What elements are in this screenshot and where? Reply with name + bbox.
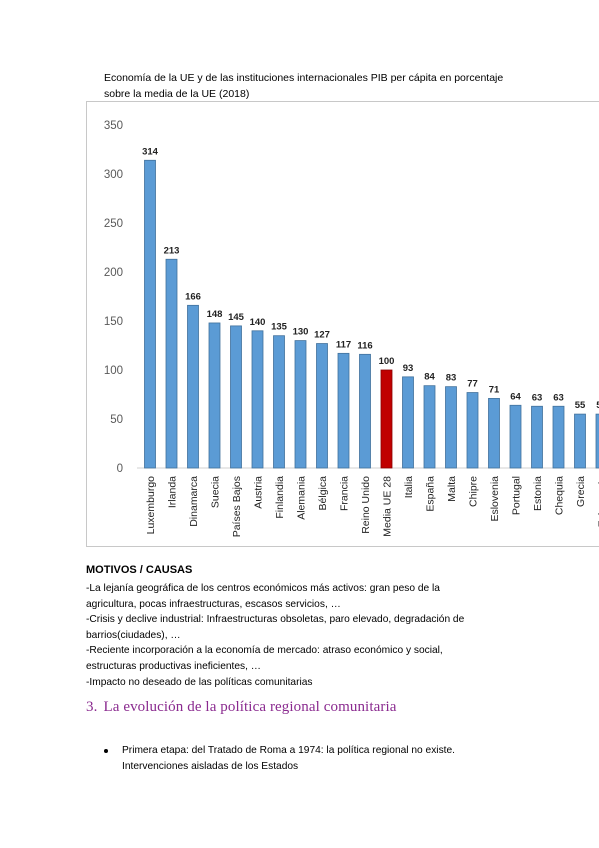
x-tick-label: Francia	[339, 476, 351, 511]
causes-text: -La lejanía geográfica de los centros ec…	[86, 581, 506, 690]
data-label: 63	[553, 392, 564, 403]
data-label: 55	[575, 400, 586, 411]
y-tick-label: 350	[104, 120, 123, 132]
causes-line: -Impacto no deseado de las políticas com…	[86, 676, 313, 688]
causes-line: agricultura, pocas infraestructuras, esc…	[86, 598, 341, 610]
bar-series	[531, 405, 543, 469]
bar-series	[337, 352, 350, 469]
section-title: La evolución de la política regional com…	[103, 699, 397, 715]
data-label: 166	[185, 291, 201, 302]
causes-line: -Crisis y declive industrial: Infraestru…	[86, 614, 465, 626]
data-label: 77	[467, 379, 478, 390]
x-tick-label: Austria	[253, 476, 265, 509]
x-tick-label: Estonia	[532, 476, 544, 511]
data-label: 93	[403, 363, 414, 374]
x-tick-label: Chipre	[468, 476, 480, 507]
bar-series	[445, 386, 457, 469]
x-tick-label: Irlanda	[167, 476, 179, 508]
data-label: 127	[314, 330, 330, 341]
x-tick-label: Media UE 28	[382, 476, 394, 537]
y-tick-label: 150	[104, 316, 123, 328]
x-tick-label: Reino Unido	[360, 476, 372, 534]
bar-series	[466, 392, 479, 469]
bar-series	[359, 353, 371, 469]
y-tick-label: 300	[104, 169, 123, 181]
data-label: 213	[164, 245, 180, 256]
x-tick-label: Suecia	[210, 476, 222, 508]
x-tick-label: Luxemburgo	[145, 476, 157, 535]
causes-heading: MOTIVOS / CAUSAS	[86, 564, 193, 576]
x-tick-label: Dinamarca	[188, 476, 200, 527]
bullet-list: Primera etapa: del Tratado de Roma a 197…	[104, 743, 504, 775]
bar-series	[230, 325, 242, 469]
list-item: Primera etapa: del Tratado de Roma a 197…	[104, 743, 504, 775]
y-tick-label: 100	[104, 365, 123, 377]
data-label: 64	[510, 391, 521, 402]
data-label: 100	[379, 356, 395, 367]
x-tick-label: Grecia	[575, 476, 587, 507]
data-label: 83	[446, 373, 457, 384]
data-label: 116	[357, 340, 372, 351]
data-label: 135	[271, 322, 288, 333]
section-number: 3.	[86, 699, 98, 715]
chart-title: Economía de la UE y de las instituciones…	[104, 72, 504, 100]
data-label: 84	[424, 372, 435, 383]
bar-series	[552, 405, 565, 469]
data-label: 117	[336, 339, 351, 350]
bar-series	[208, 322, 221, 469]
causes-line: estructuras productivas ineficientes, …	[86, 660, 261, 672]
data-label: 130	[293, 327, 309, 338]
x-tick-label: Países Bajos	[231, 476, 243, 537]
causes-line: -La lejanía geográfica de los centros ec…	[86, 583, 440, 594]
data-label: 314	[142, 146, 159, 157]
chart-frame: 0 50 100 150 200 250 300 350 314 Luxemburgo 213 Irl…	[86, 101, 599, 547]
x-tick-label: Alemania	[296, 476, 308, 520]
y-tick-label: 50	[110, 414, 123, 426]
x-tick-label: Eslovenia	[489, 476, 501, 522]
data-label: 148	[207, 309, 223, 320]
bar-series	[187, 304, 199, 469]
y-tick-label: 0	[117, 463, 123, 475]
bar-series	[273, 335, 285, 469]
bar-series	[509, 404, 522, 469]
causes-line: -Reciente incorporación a la economía de…	[86, 645, 443, 657]
bar-series	[574, 413, 586, 469]
bar-highlight	[380, 369, 393, 469]
x-tick-label: Portugal	[511, 476, 523, 515]
bar-series	[595, 413, 599, 469]
bar-series	[294, 340, 307, 469]
y-tick-label: 250	[104, 218, 123, 230]
data-label: 145	[228, 312, 245, 323]
bar-series	[488, 398, 500, 469]
bar-series	[316, 343, 328, 469]
causes-line: barrios(ciudades), …	[86, 629, 181, 641]
x-tick-label: España	[425, 476, 437, 512]
x-tick-label: Malta	[446, 476, 458, 502]
bar-chart: 0 50 100 150 200 250 300 350 314 Luxemburgo 213 Irl…	[104, 120, 599, 537]
bar-series	[144, 159, 156, 469]
section-heading: 3. La evolución de la política regional c…	[86, 699, 396, 716]
bar-series	[251, 330, 264, 469]
bar-series	[402, 376, 414, 469]
bar-series	[165, 258, 178, 469]
data-label: 55	[596, 400, 599, 411]
data-label: 140	[250, 317, 266, 328]
data-label: 71	[489, 384, 500, 395]
y-tick-label: 200	[104, 267, 123, 279]
x-tick-label: Italia	[403, 476, 415, 498]
x-tick-label: Chequia	[554, 476, 566, 515]
x-tick-label: Bélgica	[317, 476, 329, 511]
list-item-line: Intervenciones aisladas de los Estados	[122, 761, 299, 772]
x-tick-label: Finlandia	[274, 476, 286, 519]
bullet-icon	[104, 749, 108, 753]
x-tick-label: Eslovaquia	[597, 476, 599, 528]
list-item-line: Primera etapa: del Tratado de Roma a 197…	[122, 745, 455, 756]
data-label: 63	[532, 392, 543, 403]
bar-series	[423, 385, 436, 469]
